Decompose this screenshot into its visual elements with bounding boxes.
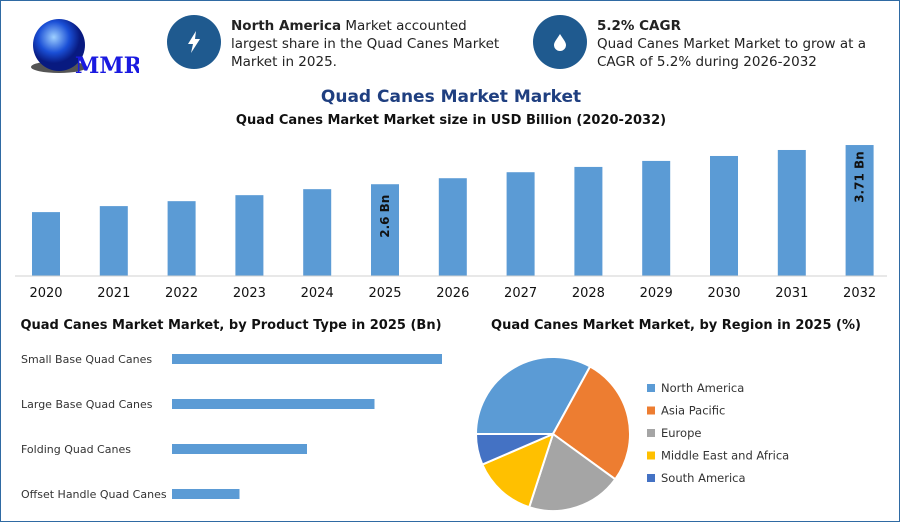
bar-offset-handle-quad-canes (172, 489, 240, 499)
bar-2025 (371, 184, 399, 276)
category-label: Large Base Quad Canes (21, 398, 153, 411)
data-label: 2.6 Bn (378, 195, 392, 238)
slice-middle-east-and-africa (481, 432, 555, 509)
x-tick-label: 2022 (165, 286, 198, 301)
bar-2024 (303, 189, 332, 276)
legend-swatch (647, 406, 655, 415)
x-tick-label: 2029 (640, 286, 673, 301)
chart-subtitle: Quad Canes Market Market size in USD Bil… (235, 113, 667, 128)
bar-2031 (777, 149, 806, 276)
x-tick-label: 2028 (572, 286, 605, 301)
x-tick-label: 2024 (301, 286, 334, 301)
x-tick-label: 2023 (233, 286, 266, 301)
bar-2022 (167, 201, 196, 276)
market-size-bar-chart: 2020 2021 2022 2023 2024 2025 2.6 Bn 2026 2027 20… (15, 145, 887, 301)
bar-small-base-quad-canes (172, 354, 442, 364)
x-tick-label: 2020 (29, 286, 62, 301)
info-north-america: North America Market accounted largest s… (231, 18, 500, 70)
bar-2026 (438, 178, 467, 276)
legend-label: South America (661, 471, 746, 485)
legend-swatch (647, 474, 655, 482)
x-tick-label: 2026 (436, 286, 469, 301)
category-label: Small Base Quad Canes (21, 353, 152, 366)
legend-swatch (647, 429, 655, 437)
bar-2023 (235, 195, 264, 276)
legend-label: Europe (661, 426, 701, 440)
bar-folding-quad-canes (172, 444, 307, 454)
category-label: Offset Handle Quad Canes (21, 488, 167, 501)
slice-asia-pacific (551, 365, 631, 481)
region-pie-chart: North America Asia Pacific Europe Middle Ea… (474, 356, 789, 512)
region-chart-title: Quad Canes Market Market, by Region in 2… (491, 318, 861, 333)
legend-label: Middle East and Africa (661, 449, 789, 463)
product-chart-title: Quad Canes Market Market, by Product Typ… (20, 318, 442, 333)
drop-icon (533, 15, 587, 69)
bar-2030 (710, 155, 738, 276)
slice-north-america (474, 356, 592, 435)
bar-2027 (506, 172, 535, 276)
bar-2021 (99, 206, 128, 276)
svg-text:MMR: MMR (75, 53, 139, 77)
slice-south-america (474, 433, 554, 466)
slice-europe (527, 432, 617, 512)
x-tick-label: 2025 (368, 286, 401, 301)
legend-swatch (647, 384, 655, 392)
info-cagr: 5.2% CAGR Quad Canes Market Market to gro… (597, 18, 866, 70)
chart-title: Quad Canes Market Market (320, 87, 582, 107)
data-label: 3.71 Bn (853, 151, 867, 202)
bar-large-base-quad-canes (172, 399, 375, 409)
product-type-bar-chart: Small Base Quad Canes Large Base Quad Can… (21, 353, 442, 501)
legend-label: North America (661, 381, 744, 395)
mmr-logo: MMR (29, 15, 143, 81)
legend-label: Asia Pacific (661, 404, 725, 418)
x-tick-label: 2027 (504, 286, 537, 301)
category-label: Folding Quad Canes (21, 443, 131, 456)
legend-swatch (647, 451, 655, 460)
x-tick-label: 2030 (707, 286, 740, 301)
bar-2028 (574, 166, 603, 276)
x-tick-label: 2032 (843, 286, 876, 301)
x-tick-label: 2021 (97, 286, 130, 301)
bar-2029 (642, 160, 671, 276)
x-tick-label: 2031 (775, 286, 808, 301)
bar-2020 (32, 212, 60, 276)
bar-2032 (845, 145, 874, 276)
lightning-icon (167, 15, 221, 69)
